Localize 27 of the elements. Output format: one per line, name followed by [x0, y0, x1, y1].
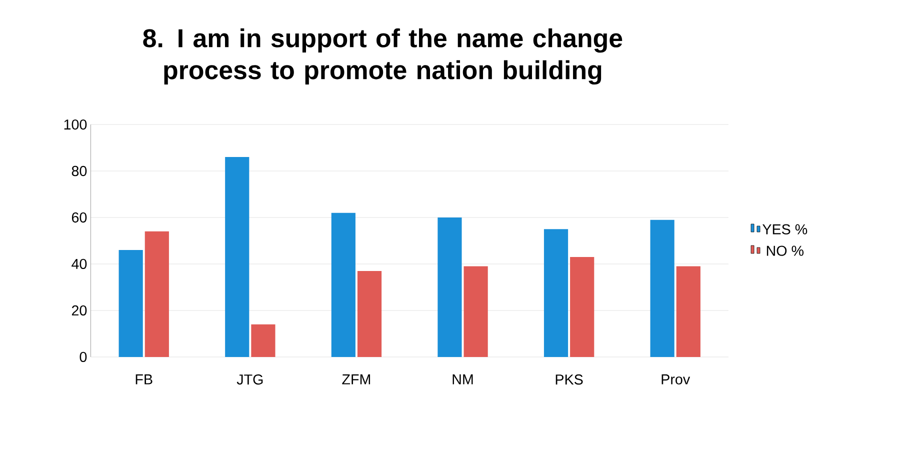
bar [357, 270, 382, 357]
bar [676, 266, 700, 357]
bar [650, 220, 674, 357]
bar [331, 212, 356, 357]
legend-label: NO % [766, 246, 804, 256]
y-tick-label: 60 [72, 212, 87, 223]
x-tick-label: FB [136, 374, 152, 384]
bar [438, 217, 462, 357]
x-tick-label: ZFM [342, 374, 370, 384]
bar [544, 229, 568, 357]
bar [118, 250, 143, 357]
x-tick-label: Prov [662, 374, 690, 384]
x-tick-label: JTG [236, 374, 263, 385]
x-tick-label: PKS [556, 374, 583, 385]
y-tick-label: 20 [72, 305, 87, 316]
legend-label: YES % [762, 224, 808, 234]
bar [570, 257, 594, 357]
y-tick-label: 100 [64, 119, 87, 130]
y-tick-label: 0 [80, 352, 87, 362]
bar [225, 157, 250, 357]
chart-title: 8. I am in support of the name change process to promote nation building [143, 28, 622, 85]
y-tick-label: 40 [72, 258, 87, 270]
x-tick-label: NM [452, 374, 473, 384]
bar [144, 231, 169, 357]
y-tick-label: 80 [72, 166, 87, 176]
bar [464, 266, 488, 357]
bar [251, 324, 276, 357]
